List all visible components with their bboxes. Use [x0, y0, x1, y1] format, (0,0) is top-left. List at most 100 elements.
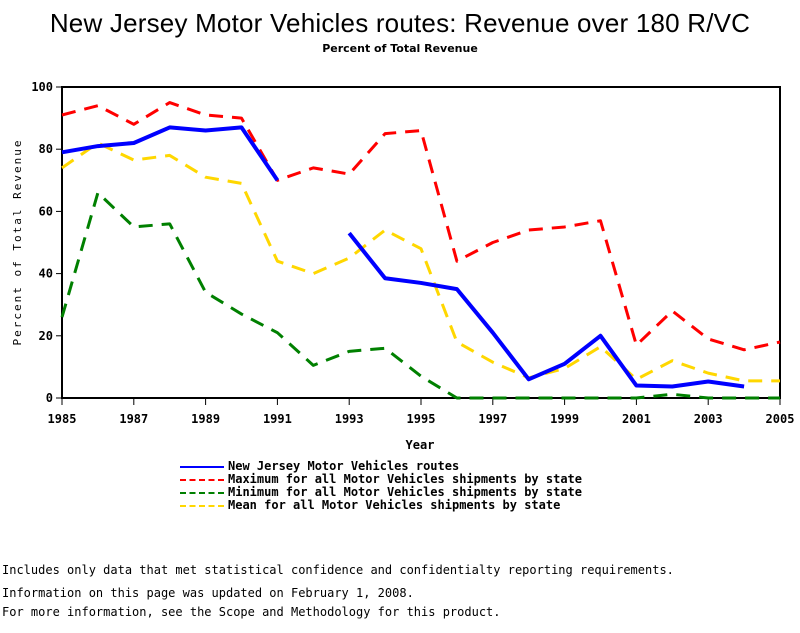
data-point-nj — [205, 130, 206, 131]
x-tick-label: 1997 — [478, 412, 507, 426]
data-point-minimum — [600, 398, 601, 399]
x-axis-ticks: 1985 1987 1989 1991 1993 1995 1997 1999 2001 2003… — [48, 398, 795, 426]
x-tick-label: 1989 — [191, 412, 220, 426]
data-point-mean — [205, 177, 206, 178]
series-line-nj — [347, 231, 745, 389]
data-point-nj — [672, 386, 673, 387]
x-tick-label: 1999 — [550, 412, 579, 426]
data-point-nj — [241, 127, 242, 128]
x-tick-label: 1993 — [335, 412, 364, 426]
y-axis-ticks: 0 20 40 60 80 100 — [31, 80, 62, 405]
data-point-mean — [744, 380, 745, 381]
series-line-mean — [61, 141, 780, 383]
data-point-mean — [97, 142, 98, 143]
data-point-mean — [169, 155, 170, 156]
x-axis-title: Year — [406, 438, 435, 452]
data-point-maximum — [62, 114, 63, 115]
footnote-methodology: For more information, see the Scope and … — [2, 605, 501, 619]
series-maximum — [61, 101, 781, 352]
x-tick-label: 2001 — [622, 412, 651, 426]
series-minimum — [60, 191, 781, 400]
data-point-nj — [97, 146, 98, 147]
data-point-maximum — [205, 114, 206, 115]
data-point-mean — [492, 362, 493, 363]
series-nj — [61, 125, 745, 389]
y-tick-label: 60 — [39, 204, 53, 218]
data-point-maximum — [97, 105, 98, 106]
data-point-mean — [421, 248, 422, 249]
data-point-maximum — [636, 345, 637, 346]
data-point-maximum — [564, 226, 565, 227]
data-point-minimum — [672, 394, 673, 395]
legend-swatch-maximum — [180, 478, 224, 481]
data-point-mean — [349, 258, 350, 259]
legend-swatch-mean — [180, 504, 224, 507]
x-tick-label: 1991 — [263, 412, 292, 426]
line-chart: 0 20 40 60 80 100 1985 1987 1989 1991 1993 1995 199… — [11, 80, 795, 452]
data-point-nj — [385, 278, 386, 279]
data-point-minimum — [97, 192, 98, 193]
y-tick-label: 40 — [39, 267, 53, 281]
data-point-mean — [600, 346, 601, 347]
data-point-mean — [672, 360, 673, 361]
series-line-nj — [61, 125, 280, 182]
legend-label-maximum: Maximum for all Motor Vehicles shipments… — [228, 472, 583, 486]
data-point-mean — [708, 373, 709, 374]
legend-swatch-nj — [180, 465, 224, 468]
data-point-nj — [456, 289, 457, 290]
legend-item-mean: Mean for all Motor Vehicles shipments by… — [180, 499, 582, 512]
data-point-minimum — [456, 398, 457, 399]
data-point-maximum — [241, 118, 242, 119]
data-point-minimum — [385, 348, 386, 349]
data-point-maximum — [133, 124, 134, 125]
data-point-maximum — [492, 242, 493, 243]
data-point-minimum — [277, 332, 278, 333]
data-point-mean — [62, 167, 63, 168]
data-point-nj — [564, 363, 565, 364]
data-point-minimum — [564, 398, 565, 399]
legend-item-nj: New Jersey Motor Vehicles routes — [180, 460, 582, 473]
y-tick-label: 20 — [39, 329, 53, 343]
plot-frame — [61, 86, 781, 399]
legend-label-mean: Mean for all Motor Vehicles shipments by… — [228, 498, 561, 512]
data-point-mean — [636, 379, 637, 380]
data-point-minimum — [62, 317, 63, 318]
y-tick-label: 0 — [46, 391, 53, 405]
legend-item-maximum: Maximum for all Motor Vehicles shipments… — [180, 473, 582, 486]
legend: New Jersey Motor Vehicles routes Maximum… — [180, 460, 582, 512]
data-point-nj — [636, 385, 637, 386]
legend-swatch-minimum — [180, 491, 224, 494]
data-point-minimum — [349, 351, 350, 352]
data-point-maximum — [349, 174, 350, 175]
data-point-maximum — [385, 133, 386, 134]
data-point-maximum — [600, 220, 601, 221]
data-point-mean — [780, 380, 781, 381]
legend-item-minimum: Minimum for all Motor Vehicles shipments… — [180, 486, 582, 499]
series-line-minimum — [60, 191, 780, 400]
data-point-mean — [564, 368, 565, 369]
data-point-minimum — [169, 223, 170, 224]
x-tick-label: 1995 — [407, 412, 436, 426]
data-point-mean — [456, 342, 457, 343]
updated-note: Information on this page was updated on … — [2, 586, 414, 600]
data-point-nj — [277, 180, 278, 181]
data-point-maximum — [780, 342, 781, 343]
data-point-maximum — [708, 338, 709, 339]
data-point-mean — [277, 261, 278, 262]
data-point-maximum — [528, 230, 529, 231]
data-point-nj — [421, 282, 422, 283]
data-point-maximum — [672, 310, 673, 311]
series-layer — [60, 101, 781, 400]
series-line-maximum — [61, 101, 781, 352]
x-tick-label: 2003 — [694, 412, 723, 426]
x-tick-label: 2005 — [766, 412, 795, 426]
data-point-maximum — [744, 349, 745, 350]
data-point-minimum — [205, 292, 206, 293]
y-axis-title: Percent of Total Revenue — [11, 139, 24, 346]
data-point-nj — [528, 379, 529, 380]
data-point-minimum — [780, 398, 781, 399]
y-tick-label: 100 — [31, 80, 53, 94]
x-tick-label: 1987 — [119, 412, 148, 426]
chart-subtitle: Percent of Total Revenue — [322, 42, 478, 55]
data-point-mean — [385, 230, 386, 231]
